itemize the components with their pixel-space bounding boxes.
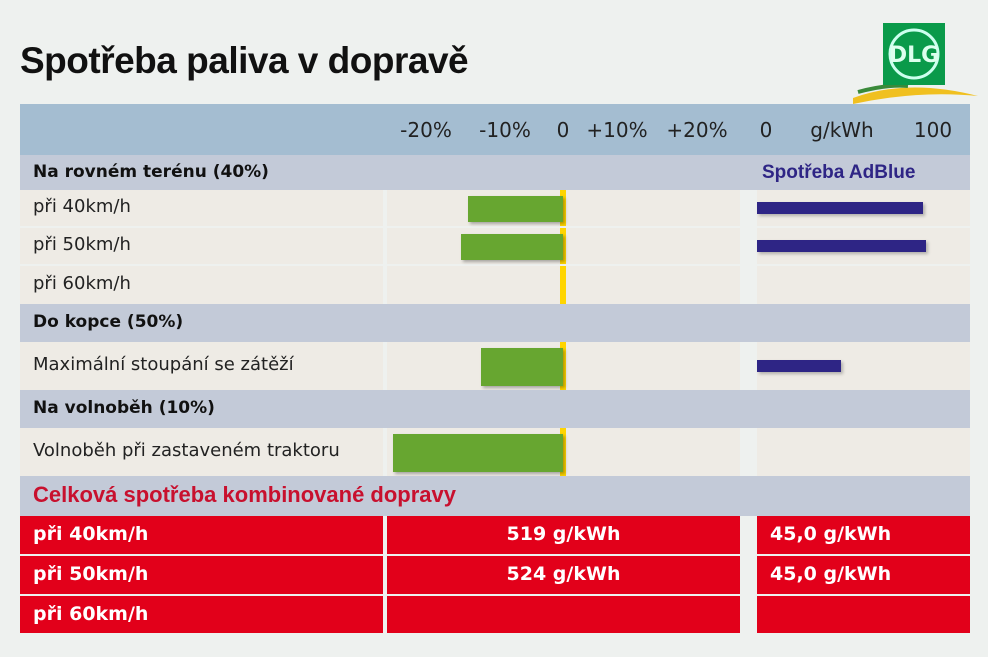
- total-fuel-value: 524 g/kWh: [387, 556, 740, 594]
- adblue-bar: [757, 360, 841, 372]
- fuel-bar: [393, 434, 563, 472]
- fuel-bar: [461, 234, 563, 260]
- adblue-cell: [757, 428, 970, 476]
- row-label: při 60km/h: [20, 266, 383, 304]
- fuel-axis-tick: +10%: [586, 118, 648, 142]
- section-label: Do kopce (50%): [33, 312, 184, 332]
- total-row-label: při 50km/h: [20, 556, 383, 594]
- row-label: Volnoběh při zastaveném traktoru: [20, 428, 383, 476]
- zero-line: [560, 266, 566, 304]
- adblue-axis-tick: g/kWh: [810, 118, 874, 142]
- section-label: Na volnoběh (10%): [33, 398, 215, 418]
- total-fuel-value: 519 g/kWh: [387, 516, 740, 554]
- zero-line: [560, 428, 566, 476]
- fuel-bar: [467, 196, 563, 222]
- fuel-axis-tick: -10%: [479, 118, 531, 142]
- dlg-logo: DLG: [853, 23, 978, 104]
- row-label-text: při 50km/h: [33, 234, 131, 255]
- zero-line: [560, 228, 566, 264]
- page-title: Spotřeba paliva v dopravě: [20, 40, 469, 81]
- section-header: Na rovném terénu (40%): [20, 155, 970, 190]
- zero-line: [560, 190, 566, 226]
- row-label-text: při 40km/h: [33, 196, 131, 217]
- total-adblue-value: 45,0 g/kWh: [757, 556, 970, 594]
- fuel-axis-tick: -20%: [400, 118, 452, 142]
- section-label: Na rovném terénu (40%): [33, 161, 269, 182]
- zero-line: [560, 342, 566, 390]
- row-label: při 50km/h: [20, 228, 383, 264]
- adblue-bar: [757, 240, 927, 252]
- adblue-title: Spotřeba AdBlue: [762, 162, 916, 183]
- row-label: Maximální stoupání se zátěží: [20, 342, 383, 390]
- row-label: při 40km/h: [20, 190, 383, 226]
- axis-header: [20, 104, 970, 155]
- fuel-bar: [481, 348, 563, 386]
- total-row-label: při 60km/h: [20, 596, 383, 633]
- total-adblue-value: 45,0 g/kWh: [757, 516, 970, 554]
- section-header: Do kopce (50%): [20, 304, 970, 342]
- total-adblue-value: [757, 596, 970, 633]
- totals-title: Celková spotřeba kombinované dopravy: [33, 482, 457, 507]
- fuel-axis-tick: 0: [556, 118, 570, 142]
- adblue-cell: [757, 266, 970, 304]
- row-label-text: Volnoběh při zastaveném traktoru: [33, 440, 340, 461]
- total-fuel-value: [387, 596, 740, 633]
- row-label-text: Maximální stoupání se zátěží: [33, 354, 294, 375]
- adblue-axis-tick: 0: [759, 118, 773, 142]
- svg-text:DLG: DLG: [889, 43, 939, 68]
- section-header: Na volnoběh (10%): [20, 390, 970, 428]
- adblue-bar: [757, 202, 923, 214]
- totals-header: Celková spotřeba kombinované dopravy: [20, 476, 970, 516]
- fuel-axis-tick: +20%: [666, 118, 728, 142]
- row-label-text: při 60km/h: [33, 273, 131, 294]
- total-row-label: při 40km/h: [20, 516, 383, 554]
- adblue-axis-tick: 100: [913, 118, 953, 142]
